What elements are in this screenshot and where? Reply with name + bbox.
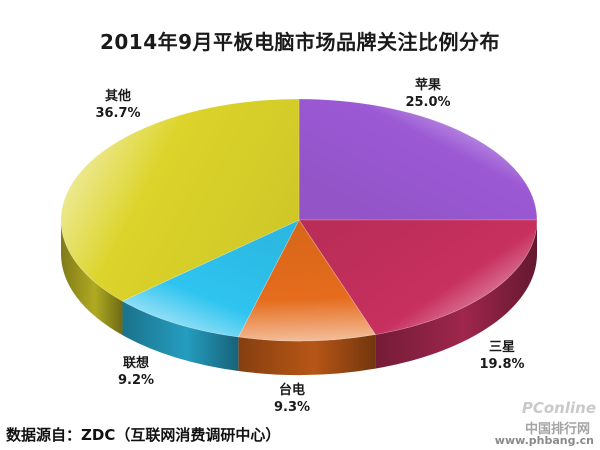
slice-label-other: 其他 36.7%	[88, 88, 148, 122]
slice-category-other: 其他	[104, 89, 131, 104]
pie-sides	[60, 220, 537, 375]
slice-label-lenovo: 联想 9.2%	[106, 355, 166, 389]
slice-category-teclast: 台电	[278, 383, 305, 398]
pie-side-lenovo	[122, 301, 239, 372]
slice-value-teclast: 9.3%	[273, 400, 311, 415]
pie-side-teclast	[238, 334, 376, 375]
slice-value-other: 36.7%	[95, 106, 141, 121]
slice-value-apple: 25.0%	[405, 95, 451, 110]
watermark-url: www.phbang.cn	[494, 434, 594, 447]
slice-category-apple: 苹果	[414, 78, 441, 93]
slice-category-lenovo: 联想	[122, 356, 149, 371]
slice-label-samsung: 三星 19.8%	[472, 339, 532, 373]
watermark-logo: PConline	[521, 399, 596, 417]
pie-slice-other	[60, 98, 300, 302]
pie-side-other	[60, 220, 123, 336]
slice-label-apple: 苹果 25.0%	[398, 77, 458, 111]
source-note: 数据源自：ZDC（互联网消费调研中心）	[6, 426, 281, 444]
slice-category-samsung: 三星	[488, 340, 515, 355]
slice-value-samsung: 19.8%	[479, 357, 525, 372]
slice-value-lenovo: 9.2%	[117, 373, 155, 388]
pie-slice-lenovo	[121, 219, 300, 338]
pie-tops	[60, 98, 538, 342]
chart-title: 2014年9月平板电脑市场品牌关注比例分布	[99, 30, 501, 54]
watermark-site: 中国排行网	[524, 422, 590, 437]
pie-slice-samsung	[298, 219, 538, 335]
pie-side-samsung	[375, 220, 537, 369]
slice-label-teclast: 台电 9.3%	[262, 382, 322, 416]
pie-slice-teclast	[237, 219, 376, 342]
pie-slice-apple	[298, 98, 538, 221]
